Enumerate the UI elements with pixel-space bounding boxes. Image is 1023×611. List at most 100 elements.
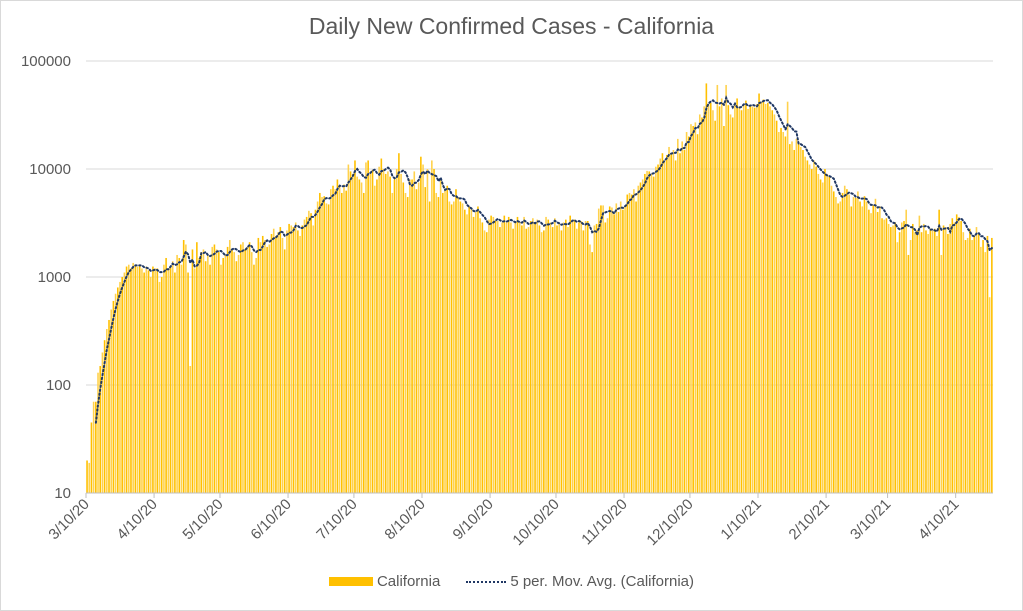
bar bbox=[413, 171, 416, 493]
bar bbox=[319, 192, 321, 494]
bar bbox=[830, 185, 833, 493]
bar bbox=[400, 173, 402, 493]
x-tick-label: 4/10/20 bbox=[113, 496, 160, 543]
bar bbox=[479, 218, 481, 493]
bar bbox=[696, 134, 699, 493]
bar bbox=[630, 194, 633, 493]
bar bbox=[209, 264, 211, 493]
bar bbox=[341, 192, 343, 494]
bar bbox=[980, 246, 982, 493]
bar bbox=[512, 228, 514, 493]
bar bbox=[720, 98, 723, 493]
bar bbox=[395, 169, 398, 493]
bar bbox=[417, 182, 420, 493]
bar bbox=[437, 197, 440, 493]
x-tick-label: 6/10/20 bbox=[247, 496, 294, 543]
bar bbox=[742, 103, 745, 493]
bar bbox=[514, 221, 517, 493]
bar bbox=[314, 209, 317, 493]
x-tick-label: 4/10/21 bbox=[915, 496, 962, 543]
bar bbox=[824, 169, 826, 493]
bar bbox=[753, 107, 756, 493]
bar bbox=[191, 249, 194, 493]
bar bbox=[196, 242, 198, 493]
bar bbox=[527, 227, 530, 493]
bar bbox=[569, 215, 571, 493]
bar bbox=[360, 182, 363, 493]
bar bbox=[483, 230, 486, 493]
bar bbox=[384, 173, 387, 493]
bar bbox=[127, 264, 130, 493]
bar bbox=[382, 169, 385, 493]
bar bbox=[986, 235, 989, 493]
bar bbox=[154, 268, 156, 493]
bar bbox=[690, 124, 692, 494]
bar bbox=[389, 176, 391, 494]
bar bbox=[808, 164, 811, 493]
bar bbox=[698, 114, 701, 494]
bar bbox=[250, 252, 253, 493]
bar bbox=[305, 216, 308, 494]
bar bbox=[222, 257, 225, 493]
bar bbox=[795, 138, 798, 494]
bar bbox=[406, 197, 409, 493]
bar bbox=[905, 209, 908, 493]
x-tick-label: 7/10/20 bbox=[313, 496, 360, 543]
bar bbox=[277, 232, 279, 494]
bar bbox=[604, 222, 607, 494]
chart-title: Daily New Confirmed Cases - California bbox=[308, 13, 715, 39]
bar bbox=[881, 218, 883, 493]
bar bbox=[259, 242, 262, 493]
bar bbox=[422, 164, 424, 493]
bar bbox=[525, 228, 528, 493]
bar bbox=[132, 262, 134, 493]
bar bbox=[760, 101, 763, 493]
bar bbox=[165, 257, 167, 493]
bar bbox=[960, 221, 962, 493]
bar bbox=[134, 264, 137, 493]
bar bbox=[764, 103, 767, 493]
bar bbox=[725, 84, 727, 494]
bar bbox=[872, 205, 875, 493]
bar bbox=[883, 219, 886, 493]
bar bbox=[257, 237, 260, 493]
bar bbox=[797, 144, 800, 493]
bar bbox=[312, 225, 315, 494]
bar bbox=[887, 223, 890, 494]
bar bbox=[701, 117, 703, 494]
bar bbox=[158, 281, 161, 493]
bar bbox=[202, 249, 205, 493]
bar bbox=[955, 214, 958, 494]
bar bbox=[573, 219, 576, 493]
bar bbox=[775, 120, 778, 493]
bar bbox=[138, 264, 141, 493]
bar bbox=[450, 204, 453, 493]
bar bbox=[876, 211, 879, 493]
bar bbox=[543, 230, 545, 493]
bar bbox=[354, 160, 356, 493]
bar bbox=[145, 266, 148, 493]
bar bbox=[674, 160, 677, 493]
bar bbox=[780, 127, 782, 493]
bar bbox=[646, 170, 648, 493]
bar bbox=[510, 222, 512, 494]
bar bbox=[461, 203, 464, 493]
bar bbox=[185, 244, 187, 493]
bar bbox=[762, 99, 765, 493]
bar bbox=[681, 141, 683, 493]
x-tick-label: 10/10/20 bbox=[509, 496, 562, 549]
bar bbox=[571, 219, 574, 493]
bar bbox=[782, 132, 785, 493]
bar bbox=[431, 160, 433, 493]
bar bbox=[103, 340, 106, 493]
bar bbox=[659, 158, 662, 493]
x-tick-label: 9/10/20 bbox=[450, 496, 497, 543]
bar bbox=[136, 266, 139, 493]
bar bbox=[650, 173, 653, 493]
bar bbox=[740, 110, 743, 493]
bar bbox=[488, 219, 490, 493]
bar bbox=[575, 228, 578, 493]
bar bbox=[242, 242, 244, 493]
bar bbox=[474, 211, 477, 493]
